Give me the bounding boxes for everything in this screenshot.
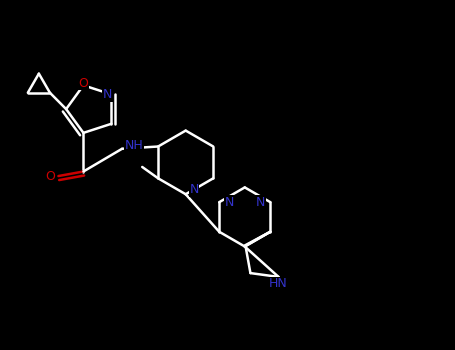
Text: HN: HN bbox=[269, 277, 288, 290]
Text: O: O bbox=[78, 77, 88, 90]
Text: N: N bbox=[225, 196, 234, 209]
Text: N: N bbox=[103, 88, 112, 101]
Text: N: N bbox=[256, 196, 265, 209]
Text: NH: NH bbox=[124, 139, 143, 152]
Text: O: O bbox=[46, 169, 55, 183]
Text: N: N bbox=[189, 183, 199, 196]
